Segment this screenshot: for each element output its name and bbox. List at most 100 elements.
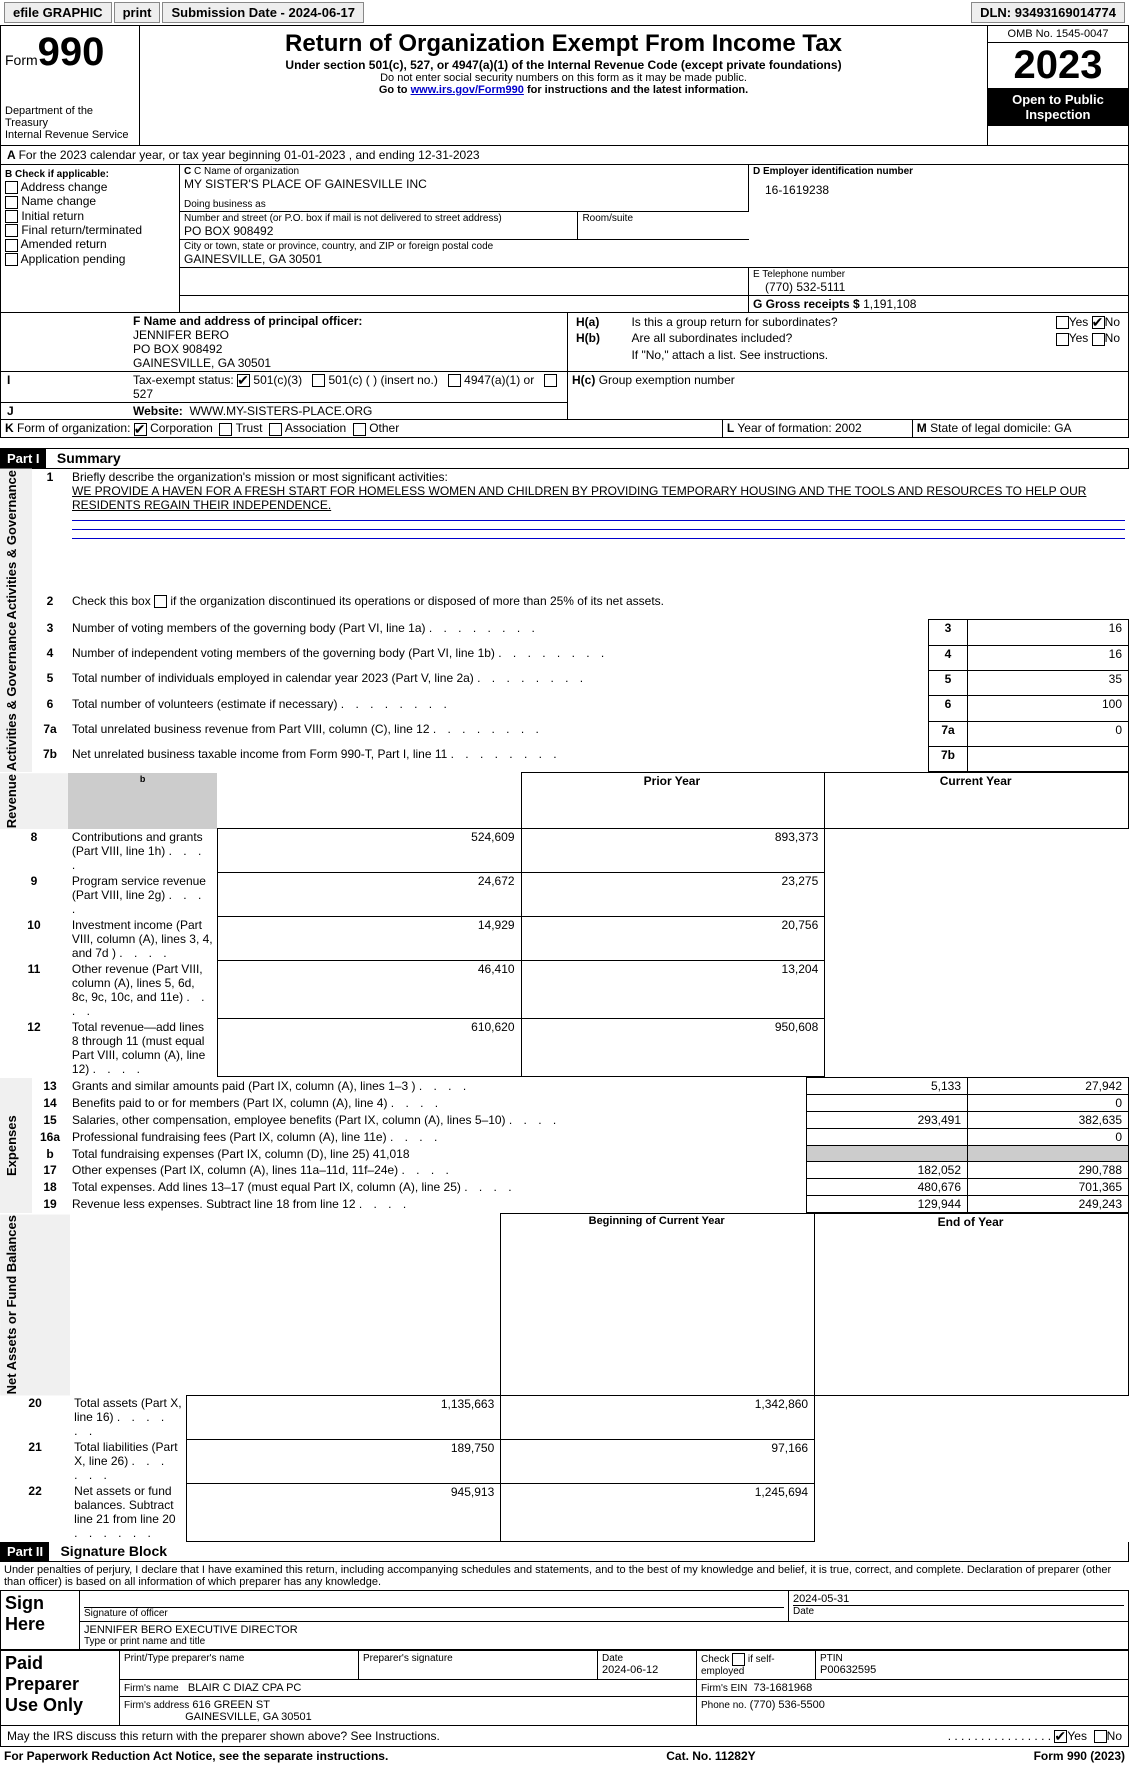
org-name: MY SISTER'S PLACE OF GAINESVILLE INC <box>184 177 744 191</box>
hdr-end: End of Year <box>815 1214 1129 1395</box>
exp-line-17: Other expenses (Part IX, column (A), lin… <box>68 1162 807 1179</box>
exp-section: Expenses 13 Grants and similar amounts p… <box>0 1077 1129 1213</box>
exp-prior-14 <box>807 1095 968 1112</box>
gov-line-7b: Net unrelated business taxable income fr… <box>68 746 929 771</box>
hdr-prior: Prior Year <box>521 773 825 829</box>
exp-curr-b <box>968 1146 1129 1162</box>
phone: (770) 532-5111 <box>753 280 1124 294</box>
box-g: G Gross receipts $ 1,191,108 <box>749 296 1129 313</box>
cb-initial[interactable] <box>5 210 18 223</box>
exp-prior-15: 293,491 <box>807 1112 968 1129</box>
irs: Internal Revenue Service <box>5 129 135 141</box>
net-end-20: 1,342,860 <box>501 1395 815 1439</box>
vert-net: Net Assets or Fund Balances <box>0 1214 70 1395</box>
vert-rev: Revenue <box>0 773 68 829</box>
cb-name[interactable] <box>5 196 18 209</box>
rev-prior-12: 610,620 <box>217 1019 521 1077</box>
gov-line-4: Number of independent voting members of … <box>68 645 929 670</box>
rev-line-10: Investment income (Part VIII, column (A)… <box>68 917 217 961</box>
exp-line-13: Grants and similar amounts paid (Part IX… <box>68 1078 807 1095</box>
gov-line-6: Total number of volunteers (estimate if … <box>68 696 929 721</box>
form-header: Form990 Department of the Treasury Inter… <box>0 25 1129 146</box>
box-k: K Form of organization: Corporation Trus… <box>1 420 723 437</box>
city: GAINESVILLE, GA 30501 <box>184 252 745 266</box>
gov-line-3: Number of voting members of the governin… <box>68 620 929 645</box>
dept: Department of the Treasury <box>5 105 135 129</box>
exp-curr-18: 701,365 <box>968 1179 1129 1196</box>
header-mid: Return of Organization Exempt From Incom… <box>140 26 987 145</box>
rev-section: Revenue b Prior Year Current Year 8 Cont… <box>0 772 1129 1077</box>
firm-phone: (770) 536-5500 <box>750 1699 825 1711</box>
sub-date: 2024-06-17 <box>289 5 356 20</box>
net-section: Net Assets or Fund Balances Beginning of… <box>0 1213 1129 1541</box>
exp-line-18: Total expenses. Add lines 13–17 (must eq… <box>68 1179 807 1196</box>
dln-btn: DLN: 93493169014774 <box>971 2 1125 23</box>
ein: 16-1619238 <box>753 177 1124 197</box>
box-hc: H(c) Group exemption number <box>568 372 1129 420</box>
part1-header: Part I Summary <box>0 448 1129 469</box>
omb: OMB No. 1545-0047 <box>988 26 1128 43</box>
cb-final[interactable] <box>5 224 18 237</box>
rev-line-8: Contributions and grants (Part VIII, lin… <box>68 829 217 873</box>
form-title: Return of Organization Exempt From Incom… <box>148 30 979 58</box>
efile-btn[interactable]: efile GRAPHIC <box>4 2 112 23</box>
exp-curr-15: 382,635 <box>968 1112 1129 1129</box>
exp-prior-17: 182,052 <box>807 1162 968 1179</box>
exp-prior-16a <box>807 1129 968 1146</box>
cb-pending[interactable] <box>5 253 18 266</box>
net-end-22: 1,245,694 <box>501 1483 815 1541</box>
sub-label: Submission Date - <box>171 5 288 20</box>
sub1: Under section 501(c), 527, or 4947(a)(1)… <box>148 58 979 72</box>
box-b: B Check if applicable: Address change Na… <box>1 165 180 313</box>
net-line-22: Net assets or fund balances. Subtract li… <box>70 1483 187 1541</box>
gov-val-4: 16 <box>968 645 1129 670</box>
ptin: P00632595 <box>820 1664 1124 1676</box>
irs-link[interactable]: www.irs.gov/Form990 <box>411 84 524 96</box>
exp-prior-18: 480,676 <box>807 1179 968 1196</box>
note2: Go to www.irs.gov/Form990 for instructio… <box>148 84 979 96</box>
line-a: A For the 2023 calendar year, or tax yea… <box>0 146 1129 165</box>
line2: Check this box Check this box if the org… <box>68 593 1129 621</box>
box-c-addr: Number and street (or P.O. box if mail i… <box>180 212 749 268</box>
rev-curr-12: 950,608 <box>521 1019 825 1077</box>
cb-addr[interactable] <box>5 181 18 194</box>
box-d: D Employer identification number 16-1619… <box>749 165 1129 268</box>
print-btn[interactable]: print <box>114 2 161 23</box>
fh-row: F Name and address of principal officer:… <box>0 313 1129 420</box>
sign-here: Sign Here <box>1 1590 80 1649</box>
exp-line-15: Salaries, other compensation, employee b… <box>68 1112 807 1129</box>
submission-btn: Submission Date - 2024-06-17 <box>162 2 364 23</box>
cb-amended[interactable] <box>5 239 18 252</box>
discuss-row: May the IRS discuss this return with the… <box>0 1726 1129 1747</box>
inspection: Open to Public Inspection <box>988 88 1128 126</box>
firm-name: BLAIR C DIAZ CPA PC <box>188 1682 302 1694</box>
gov-lines: Activities & Governance 3 Number of voti… <box>0 619 1129 772</box>
header-right: OMB No. 1545-0047 2023 Open to Public In… <box>987 26 1128 145</box>
box-c-name: C C Name of organization MY SISTER'S PLA… <box>180 165 749 212</box>
topbar: efile GRAPHIC print Submission Date - 20… <box>0 0 1129 25</box>
rev-curr-9: 23,275 <box>521 873 825 917</box>
gov-val-3: 16 <box>968 620 1129 645</box>
paid-block: Paid Preparer Use Only Print/Type prepar… <box>0 1650 1129 1726</box>
net-begin-21: 189,750 <box>187 1439 501 1483</box>
box-e: E Telephone number (770) 532-5111 <box>749 268 1129 296</box>
vert-gov: Activities & Governance <box>0 469 32 621</box>
box-b-label: B Check if applicable: <box>5 169 175 180</box>
box-f: F Name and address of principal officer:… <box>129 313 568 372</box>
exp-line-14: Benefits paid to or for members (Part IX… <box>68 1095 807 1112</box>
note1: Do not enter social security numbers on … <box>148 72 979 84</box>
rev-curr-11: 13,204 <box>521 961 825 1019</box>
firm-ein: 73-1681968 <box>753 1682 812 1694</box>
form-num: 990 <box>38 30 105 74</box>
sign-block: Sign Here Signature of officer 2024-05-3… <box>0 1590 1129 1650</box>
net-begin-22: 945,913 <box>187 1483 501 1541</box>
box-l: L Year of formation: 2002 <box>722 420 912 437</box>
rev-line-11: Other revenue (Part VIII, column (A), li… <box>68 961 217 1019</box>
gov-line-7a: Total unrelated business revenue from Pa… <box>68 721 929 746</box>
net-begin-20: 1,135,663 <box>187 1395 501 1439</box>
dln-label: DLN: <box>980 5 1015 20</box>
hdr-current: Current Year <box>825 773 1129 829</box>
officer-name: JENNIFER BERO <box>133 328 563 342</box>
hdr-begin: Beginning of Current Year <box>501 1214 815 1395</box>
vert-exp: Expenses <box>0 1078 32 1213</box>
